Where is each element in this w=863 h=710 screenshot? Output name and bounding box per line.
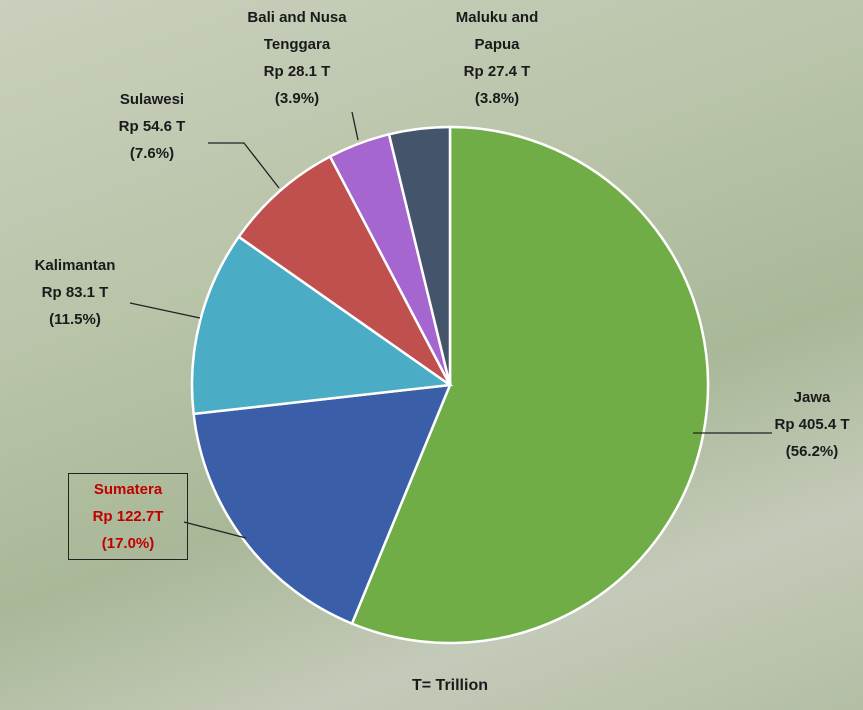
category-label: Sumatera bbox=[73, 476, 183, 503]
percent-label: (11.5%) bbox=[15, 306, 135, 333]
category-label: Maluku and Papua bbox=[447, 4, 547, 58]
value-label: Rp 122.7T bbox=[73, 503, 183, 530]
leader-line bbox=[130, 303, 200, 318]
percent-label: (3.8%) bbox=[447, 85, 547, 112]
value-label: Rp 83.1 T bbox=[15, 279, 135, 306]
value-label: Rp 28.1 T bbox=[235, 58, 360, 85]
category-label: Sulawesi bbox=[92, 86, 212, 113]
category-label: Kalimantan bbox=[15, 252, 135, 279]
footnote: T= Trillion bbox=[0, 677, 863, 695]
value-label: Rp 405.4 T bbox=[752, 411, 863, 438]
category-label: Jawa bbox=[752, 384, 863, 411]
leader-line bbox=[208, 143, 279, 188]
value-label: Rp 54.6 T bbox=[92, 113, 212, 140]
leader-line bbox=[352, 112, 358, 140]
chart: {"chart_data": {"type": "pie", "categori… bbox=[0, 0, 863, 710]
percent-label: (17.0%) bbox=[73, 530, 183, 557]
value-label: Rp 27.4 T bbox=[447, 58, 547, 85]
category-label: Bali and Nusa Tenggara bbox=[235, 4, 360, 58]
percent-label: (3.9%) bbox=[235, 85, 360, 112]
percent-label: (7.6%) bbox=[92, 140, 212, 167]
slices bbox=[192, 127, 708, 643]
percent-label: (56.2%) bbox=[752, 438, 863, 465]
